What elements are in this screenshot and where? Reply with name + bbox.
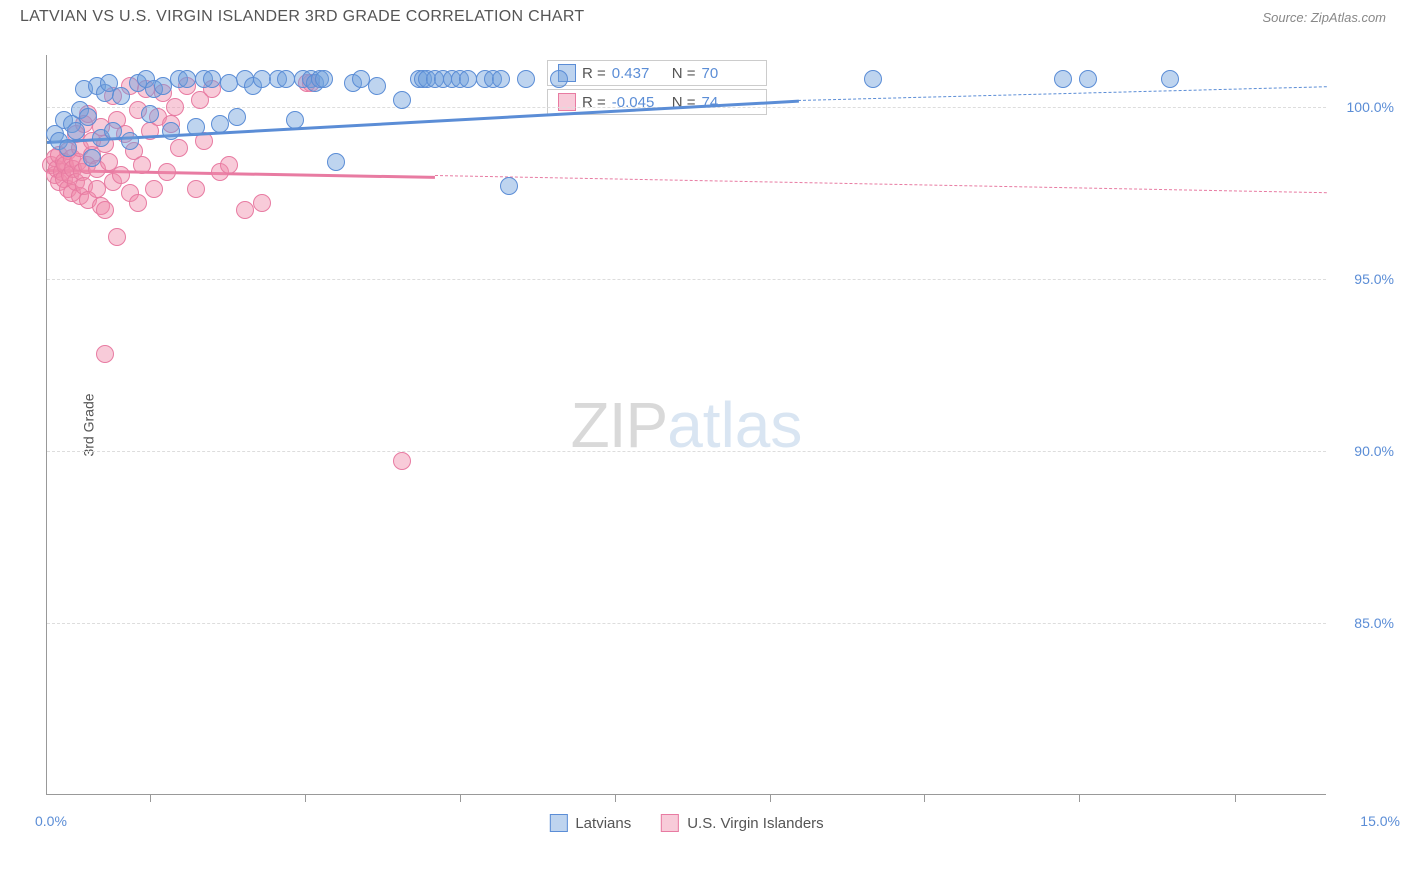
y-axis-label: 3rd Grade — [81, 393, 97, 456]
data-point-blue — [79, 108, 97, 126]
trend-dash-blue — [798, 86, 1327, 101]
x-axis-min-label: 0.0% — [35, 813, 67, 829]
n-value-blue: 70 — [702, 65, 756, 82]
legend-item-latvians: Latvians — [549, 814, 631, 832]
data-point-blue — [67, 122, 85, 140]
r-value-blue: 0.437 — [612, 65, 666, 82]
data-point-blue — [121, 132, 139, 150]
data-point-blue — [203, 70, 221, 88]
data-point-blue — [253, 70, 271, 88]
swatch-blue-icon — [549, 814, 567, 832]
data-point-pink — [187, 180, 205, 198]
data-point-pink — [166, 98, 184, 116]
data-point-blue — [352, 70, 370, 88]
x-tick — [1079, 794, 1080, 802]
data-point-pink — [129, 194, 147, 212]
data-point-pink — [112, 166, 130, 184]
x-tick — [460, 794, 461, 802]
inset-legend-row-1: R = 0.437 N = 70 — [547, 60, 767, 86]
data-point-blue — [1054, 70, 1072, 88]
data-point-pink — [133, 156, 151, 174]
chart-plot-area: 3rd Grade ZIPatlas R = 0.437 N = 70 R = … — [46, 55, 1326, 795]
data-point-blue — [277, 70, 295, 88]
data-point-blue — [1079, 70, 1097, 88]
data-point-blue — [500, 177, 518, 195]
data-point-pink — [253, 194, 271, 212]
source-label: Source: ZipAtlas.com — [1262, 10, 1386, 25]
data-point-pink — [158, 163, 176, 181]
data-point-pink — [108, 228, 126, 246]
y-tick-label: 100.0% — [1347, 99, 1394, 115]
swatch-pink-icon — [558, 93, 576, 111]
data-point-blue — [178, 70, 196, 88]
n-label: N = — [672, 65, 696, 82]
swatch-pink-icon — [661, 814, 679, 832]
bottom-legend: Latvians U.S. Virgin Islanders — [549, 814, 823, 832]
data-point-blue — [228, 108, 246, 126]
data-point-blue — [112, 87, 130, 105]
data-point-pink — [145, 180, 163, 198]
x-tick — [150, 794, 151, 802]
watermark-zip: ZIP — [571, 389, 668, 461]
data-point-blue — [59, 139, 77, 157]
data-point-blue — [220, 74, 238, 92]
data-point-pink — [236, 201, 254, 219]
data-point-blue — [315, 70, 333, 88]
data-point-pink — [96, 345, 114, 363]
x-tick — [305, 794, 306, 802]
data-point-blue — [211, 115, 229, 133]
data-point-pink — [88, 180, 106, 198]
data-point-blue — [459, 70, 477, 88]
gridline — [47, 623, 1326, 624]
x-tick — [1235, 794, 1236, 802]
data-point-blue — [187, 118, 205, 136]
x-tick — [924, 794, 925, 802]
trend-dash-pink — [435, 175, 1327, 193]
data-point-pink — [220, 156, 238, 174]
y-tick-label: 95.0% — [1354, 271, 1394, 287]
data-point-blue — [104, 122, 122, 140]
legend-label-pink: U.S. Virgin Islanders — [687, 815, 823, 832]
data-point-blue — [141, 105, 159, 123]
data-point-blue — [154, 77, 172, 95]
gridline — [47, 279, 1326, 280]
legend-label-blue: Latvians — [575, 815, 631, 832]
x-axis-max-label: 15.0% — [1360, 813, 1400, 829]
watermark-atlas: atlas — [667, 389, 802, 461]
r-label: R = — [582, 65, 606, 82]
data-point-pink — [170, 139, 188, 157]
chart-title: LATVIAN VS U.S. VIRGIN ISLANDER 3RD GRAD… — [20, 8, 584, 26]
data-point-blue — [327, 153, 345, 171]
data-point-blue — [1161, 70, 1179, 88]
data-point-blue — [517, 70, 535, 88]
y-tick-label: 85.0% — [1354, 615, 1394, 631]
gridline — [47, 451, 1326, 452]
x-tick — [615, 794, 616, 802]
data-point-pink — [393, 452, 411, 470]
r-label: R = — [582, 94, 606, 111]
data-point-blue — [83, 149, 101, 167]
data-point-blue — [492, 70, 510, 88]
y-tick-label: 90.0% — [1354, 443, 1394, 459]
x-tick — [770, 794, 771, 802]
legend-item-usvi: U.S. Virgin Islanders — [661, 814, 823, 832]
data-point-pink — [96, 201, 114, 219]
data-point-blue — [393, 91, 411, 109]
data-point-blue — [864, 70, 882, 88]
data-point-blue — [368, 77, 386, 95]
data-point-blue — [550, 70, 568, 88]
data-point-blue — [286, 111, 304, 129]
data-point-blue — [162, 122, 180, 140]
